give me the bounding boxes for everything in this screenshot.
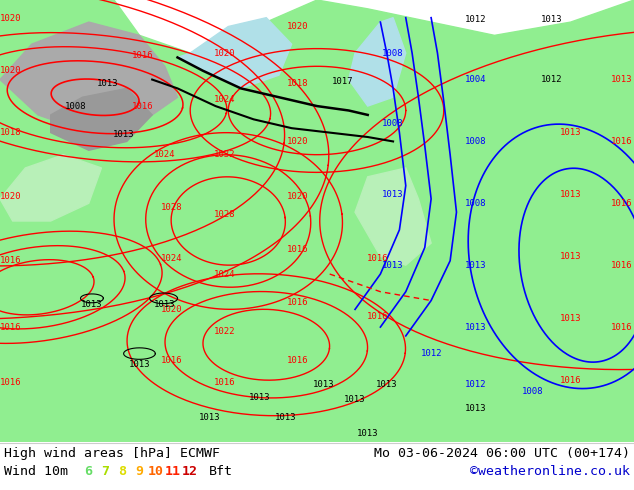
Text: 1016: 1016 [160, 356, 182, 365]
Text: 1013: 1013 [465, 404, 486, 414]
Text: 1013: 1013 [560, 128, 581, 137]
Text: 1013: 1013 [376, 380, 398, 389]
Polygon shape [0, 155, 101, 221]
Text: 1016: 1016 [611, 199, 632, 208]
Text: 1016: 1016 [287, 356, 309, 365]
Text: 1012: 1012 [465, 380, 486, 389]
Text: 1013: 1013 [357, 429, 378, 438]
Text: 1022: 1022 [214, 327, 236, 336]
Text: 12: 12 [182, 466, 198, 479]
Text: 1016: 1016 [560, 376, 581, 385]
Text: 1013: 1013 [560, 314, 581, 323]
Text: 7: 7 [101, 466, 109, 479]
Text: 1008: 1008 [465, 137, 486, 146]
Text: 1013: 1013 [198, 413, 220, 422]
Polygon shape [0, 0, 634, 442]
Text: 9: 9 [135, 466, 143, 479]
Text: 1020: 1020 [0, 192, 22, 201]
Text: 1013: 1013 [129, 360, 150, 369]
Text: Bft: Bft [209, 466, 233, 479]
Text: 1016: 1016 [214, 378, 236, 387]
Text: 1016: 1016 [132, 51, 153, 60]
Text: 1004: 1004 [465, 75, 486, 84]
Text: 1013: 1013 [382, 190, 404, 199]
Text: 1016: 1016 [287, 245, 309, 254]
Text: 1013: 1013 [154, 300, 176, 310]
Text: 1024: 1024 [160, 254, 182, 263]
Text: ©weatheronline.co.uk: ©weatheronline.co.uk [470, 466, 630, 479]
Text: 1028: 1028 [160, 203, 182, 212]
Text: 6: 6 [84, 466, 92, 479]
Text: 1016: 1016 [0, 256, 22, 265]
Text: 1013: 1013 [465, 261, 486, 270]
Text: 1020: 1020 [287, 137, 309, 146]
Text: 1013: 1013 [611, 75, 632, 84]
Text: 1028: 1028 [214, 210, 236, 219]
Text: 1008: 1008 [465, 199, 486, 208]
Text: 10: 10 [148, 466, 164, 479]
Text: 1008: 1008 [382, 119, 404, 128]
Text: 1013: 1013 [249, 393, 271, 402]
Polygon shape [349, 18, 406, 106]
Text: 1020: 1020 [0, 66, 22, 75]
Text: 1013: 1013 [465, 322, 486, 332]
Text: Mo 03-06-2024 06:00 UTC (00+174): Mo 03-06-2024 06:00 UTC (00+174) [374, 447, 630, 461]
Text: 1012: 1012 [541, 75, 562, 84]
Text: High wind areas [hPa] ECMWF: High wind areas [hPa] ECMWF [4, 447, 220, 461]
Text: 1013: 1013 [275, 413, 296, 422]
Text: 1018: 1018 [287, 79, 309, 89]
Text: 1013: 1013 [560, 190, 581, 199]
Text: 1013: 1013 [313, 380, 334, 389]
Text: 1016: 1016 [132, 101, 153, 111]
Text: 11: 11 [165, 466, 181, 479]
Text: 1017: 1017 [332, 77, 353, 86]
Polygon shape [51, 88, 152, 150]
Text: 1024: 1024 [214, 270, 236, 278]
Text: 1020: 1020 [214, 49, 236, 57]
Polygon shape [0, 22, 178, 133]
Text: 1020: 1020 [160, 305, 182, 314]
Text: 1024: 1024 [214, 95, 236, 104]
Text: 1013: 1013 [541, 15, 562, 24]
Text: 1013: 1013 [97, 79, 119, 89]
Text: 1016: 1016 [0, 378, 22, 387]
Text: 1020: 1020 [287, 192, 309, 201]
Text: 1020: 1020 [287, 22, 309, 31]
Polygon shape [355, 168, 431, 265]
Text: 1013: 1013 [344, 395, 366, 404]
Text: 1016: 1016 [611, 261, 632, 270]
Text: 1013: 1013 [81, 300, 103, 310]
Text: 1016: 1016 [611, 322, 632, 332]
Text: 1008: 1008 [382, 49, 404, 57]
Text: 1008: 1008 [522, 387, 543, 395]
Text: 1016: 1016 [611, 137, 632, 146]
Text: 1016: 1016 [287, 298, 309, 307]
Text: 1013: 1013 [382, 261, 404, 270]
Text: Wind 10m: Wind 10m [4, 466, 68, 479]
Text: 1016: 1016 [0, 322, 22, 332]
Text: 1016: 1016 [366, 254, 388, 263]
Text: 1012: 1012 [465, 15, 486, 24]
Text: 1020: 1020 [0, 14, 22, 23]
Text: 1016: 1016 [366, 312, 388, 320]
Text: 1008: 1008 [65, 101, 87, 111]
Text: 1024: 1024 [154, 150, 176, 159]
Text: 1013: 1013 [113, 130, 134, 139]
Polygon shape [178, 18, 292, 88]
Text: 1018: 1018 [0, 128, 22, 137]
Text: 1012: 1012 [420, 349, 442, 358]
Text: 1013: 1013 [560, 252, 581, 261]
Text: 1032: 1032 [214, 150, 236, 159]
Text: 8: 8 [118, 466, 126, 479]
